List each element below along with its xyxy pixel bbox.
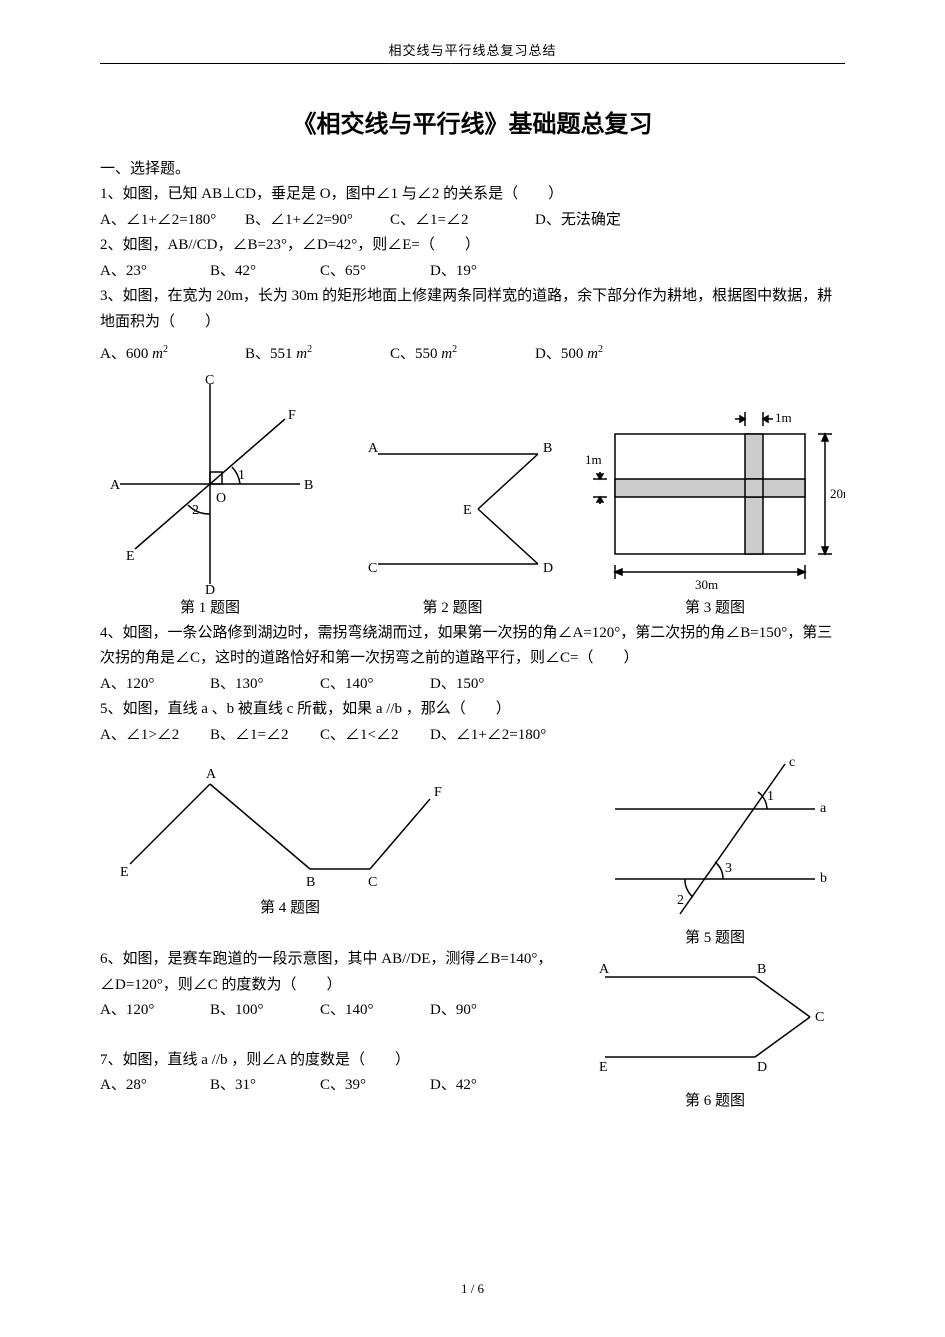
running-header: 相交线与平行线总复习总结 (100, 40, 845, 64)
fig4-C: C (368, 875, 377, 890)
q4-opt-a: A、120° (100, 672, 210, 698)
q6-text: 6、如图，是赛车跑道的一段示意图，其中 AB//DE，测得∠B=140°，∠D=… (100, 947, 575, 998)
fig5-b: b (820, 871, 827, 886)
q5-opt-d: D、∠1+∠2=180° (430, 723, 546, 749)
q5-opt-c: C、∠1<∠2 (320, 723, 430, 749)
q3-opt-a: A、600 m2 (100, 341, 245, 368)
q6-opt-d: D、90° (430, 998, 477, 1024)
q3-text: 3、如图，在宽为 20m，长为 30m 的矩形地面上修建两条同样宽的道路，余下部… (100, 284, 845, 335)
fig6-B: B (757, 962, 766, 977)
q7-opt-c: C、39° (320, 1073, 430, 1099)
q6-opt-a: A、120° (100, 998, 210, 1024)
q2-opt-c: C、65° (320, 259, 430, 285)
q4-options: A、120° B、130° C、140° D、150° (100, 672, 845, 698)
figure-row-2: E A B C F 第 4 题图 (100, 754, 845, 947)
fig5-2: 2 (677, 893, 684, 908)
fig2-E: E (463, 503, 472, 518)
q2-opt-b: B、42° (210, 259, 320, 285)
q6-q7-block: 6、如图，是赛车跑道的一段示意图，其中 AB//DE，测得∠B=140°，∠D=… (100, 947, 845, 1110)
q3-opt-d: D、500 m2 (535, 341, 603, 368)
fig1-2: 2 (192, 503, 199, 518)
fig2-D: D (543, 561, 553, 576)
q5-opt-b: B、∠1=∠2 (210, 723, 320, 749)
q7-opt-a: A、28° (100, 1073, 210, 1099)
figure-4: E A B C F 第 4 题图 (100, 754, 480, 917)
figure-1: A B C D E F O 1 2 第 1 题图 (100, 374, 320, 617)
fig4-A: A (206, 767, 217, 782)
fig2-B: B (543, 441, 552, 456)
fig2-C: C (368, 561, 377, 576)
q1-opt-c: C、∠1=∠2 (390, 208, 535, 234)
q1-opt-d: D、无法确定 (535, 208, 621, 234)
fig5-c: c (789, 755, 795, 770)
fig3-w: 30m (695, 577, 718, 592)
q7-opt-b: B、31° (210, 1073, 320, 1099)
q1-opt-a: A、∠1+∠2=180° (100, 208, 245, 234)
fig5-1: 1 (767, 789, 774, 804)
fig4-B: B (306, 875, 315, 890)
figure-6: A B C D E 第 6 题图 (585, 947, 845, 1110)
q2-opt-d: D、19° (430, 259, 477, 285)
fig3-h: 20m (830, 486, 845, 501)
q6-options: A、120° B、100° C、140° D、90° (100, 998, 575, 1024)
q6-opt-c: C、140° (320, 998, 430, 1024)
fig4-F: F (434, 785, 442, 800)
q5-text: 5、如图，直线 a 、b 被直线 c 所截，如果 a //b ，那么（ ） (100, 697, 845, 723)
fig4-E: E (120, 865, 129, 880)
fig5-3: 3 (725, 861, 732, 876)
q5-options: A、∠1>∠2 B、∠1=∠2 C、∠1<∠2 D、∠1+∠2=180° (100, 723, 845, 749)
fig6-A: A (599, 962, 610, 977)
fig1-O: O (216, 491, 226, 506)
q1-text: 1、如图，已知 AB⊥CD，垂足是 O，图中∠1 与∠2 的关系是（ ） (100, 182, 845, 208)
q4-text: 4、如图，一条公路修到湖边时，需拐弯绕湖而过，如果第一次拐的角∠A=120°，第… (100, 621, 845, 672)
fig1-A: A (110, 478, 121, 493)
q5-opt-a: A、∠1>∠2 (100, 723, 210, 749)
q7-text: 7、如图，直线 a //b ，则∠A 的度数是（ ） (100, 1048, 575, 1074)
q4-opt-b: B、130° (210, 672, 320, 698)
fig3-left: 1m (585, 452, 602, 467)
q2-options: A、23° B、42° C、65° D、19° (100, 259, 845, 285)
fig6-E: E (599, 1060, 608, 1075)
q1-options: A、∠1+∠2=180° B、∠1+∠2=90° C、∠1=∠2 D、无法确定 (100, 208, 845, 234)
fig1-F: F (288, 408, 296, 423)
figure-3: 1m 1m 20m 30m 第 3 题图 (585, 394, 845, 617)
q7-opt-d: D、42° (430, 1073, 477, 1099)
page: 相交线与平行线总复习总结 《相交线与平行线》基础题总复习 一、选择题。 1、如图… (0, 0, 945, 1337)
fig1-label: 第 1 题图 (100, 596, 320, 617)
fig6-label: 第 6 题图 (585, 1089, 845, 1110)
q2-text: 2、如图，AB//CD，∠B=23°，∠D=42°，则∠E=（ ） (100, 233, 845, 259)
fig4-label: 第 4 题图 (100, 896, 480, 917)
fig6-D: D (757, 1060, 767, 1075)
q7-options: A、28° B、31° C、39° D、42° (100, 1073, 575, 1099)
fig1-B: B (304, 478, 313, 493)
fig1-C: C (205, 374, 214, 388)
q4-opt-d: D、150° (430, 672, 484, 698)
fig1-D: D (205, 583, 215, 594)
page-footer: 1 / 6 (0, 1281, 945, 1297)
fig2-A: A (368, 441, 379, 456)
fig5-label: 第 5 题图 (585, 926, 845, 947)
figure-2: A B C D E 第 2 题图 (338, 424, 568, 617)
fig2-label: 第 2 题图 (338, 596, 568, 617)
q2-opt-a: A、23° (100, 259, 210, 285)
q1-opt-b: B、∠1+∠2=90° (245, 208, 390, 234)
fig6-C: C (815, 1010, 824, 1025)
page-title: 《相交线与平行线》基础题总复习 (100, 104, 845, 139)
fig3-top: 1m (775, 410, 792, 425)
q3-opt-c: C、550 m2 (390, 341, 535, 368)
q3-opt-b: B、551 m2 (245, 341, 390, 368)
figure-row-1: A B C D E F O 1 2 第 1 题图 (100, 374, 845, 617)
figure-5: a b c 1 2 3 第 5 题图 (585, 754, 845, 947)
q6-opt-b: B、100° (210, 998, 320, 1024)
q4-opt-c: C、140° (320, 672, 430, 698)
fig3-label: 第 3 题图 (585, 596, 845, 617)
fig1-E: E (126, 549, 135, 564)
fig1-1: 1 (238, 468, 245, 483)
section-heading: 一、选择题。 (100, 157, 845, 178)
q3-options: A、600 m2 B、551 m2 C、550 m2 D、500 m2 (100, 341, 845, 368)
fig5-a: a (820, 801, 827, 816)
